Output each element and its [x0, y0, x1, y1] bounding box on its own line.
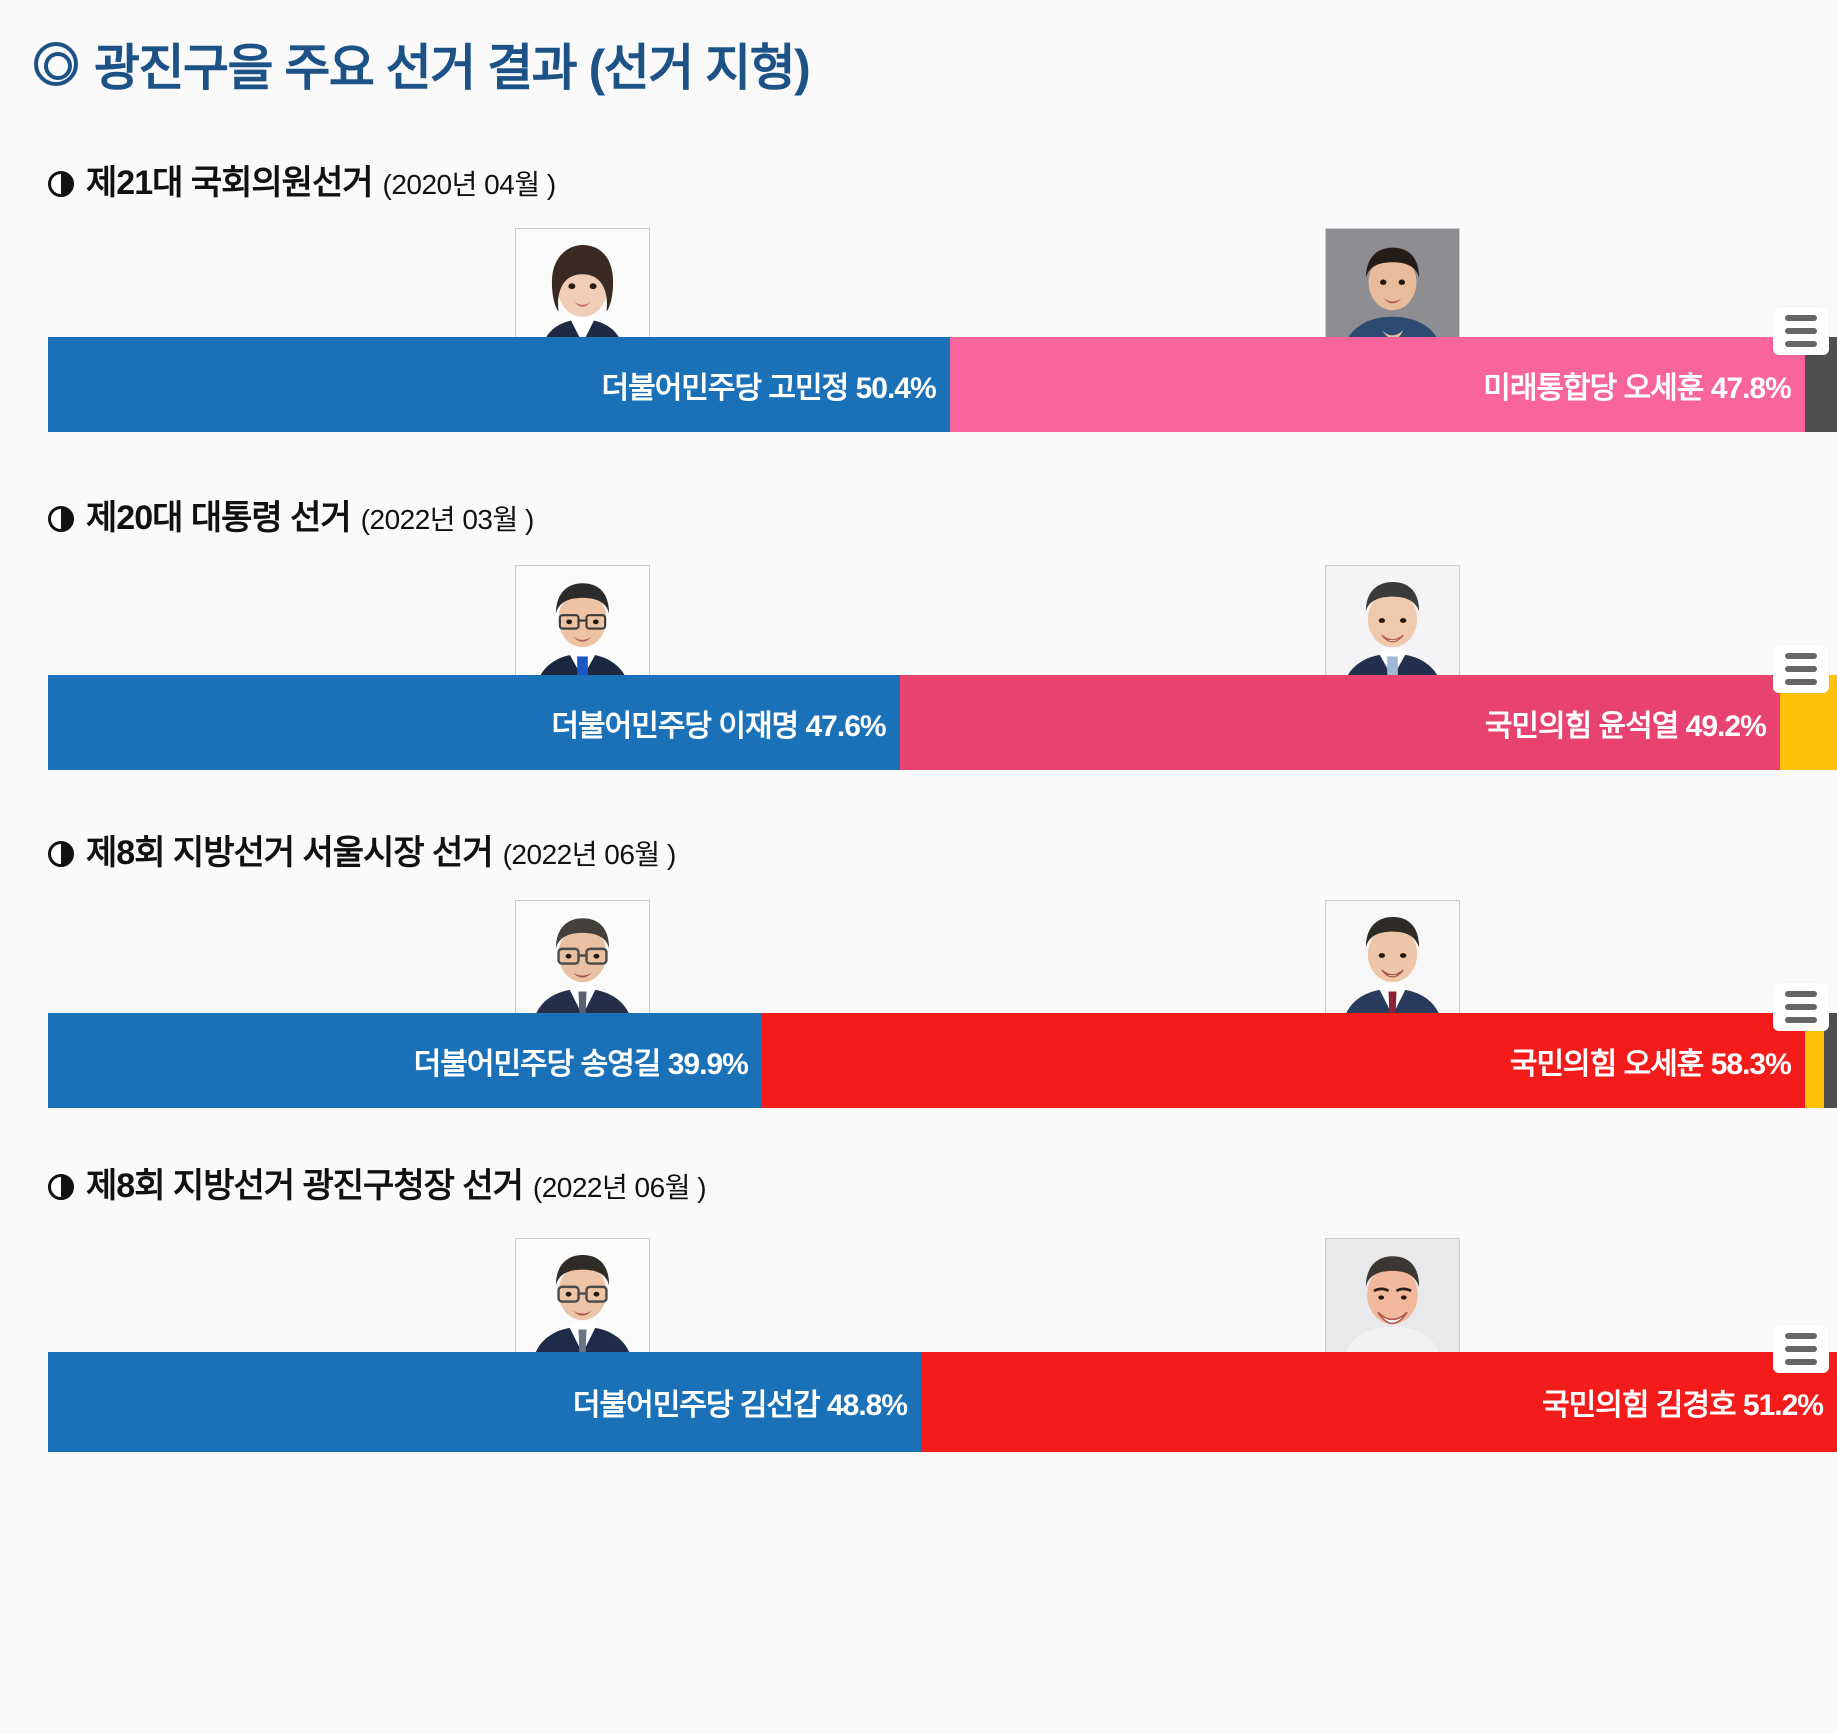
block-header: 제8회 지방선거 광진구청장 선거 (2022년 06월 ) [48, 1158, 707, 1207]
page-title: 광진구을 주요 선거 결과 (선거 지형) [34, 28, 811, 100]
half-circle-icon [48, 506, 74, 532]
bar-row-seoul-mayor: 더불어민주당 송영길 39.9% 국민의힘 오세훈 58.3% [48, 1013, 1837, 1108]
block-header: 제8회 지방선거 서울시장 선거 (2022년 06월 ) [48, 825, 676, 874]
candidate-photo-kim-kyung-ho [1325, 1238, 1460, 1373]
bar-row-gwangjin-mayor: 더불어민주당 김선갑 48.8% 국민의힘 김경호 51.2% [48, 1352, 1837, 1452]
bar-segment-future-united[interactable]: 미래통합당 오세훈 47.8% [949, 337, 1805, 432]
half-circle-icon [48, 171, 74, 197]
bar-segment-other-2[interactable] [1824, 1013, 1837, 1108]
bar-segment-democratic[interactable]: 더불어민주당 고민정 50.4% [48, 337, 950, 432]
menu-bar [1785, 1017, 1817, 1023]
block-title: 제20대 대통령 선거 [86, 499, 352, 537]
menu-bar [1785, 679, 1817, 685]
bar-segment-other[interactable] [1804, 1013, 1825, 1108]
half-circle-icon [48, 841, 74, 867]
bar-row-21st: 더불어민주당 고민정 50.4% 미래통합당 오세훈 47.8% [48, 337, 1837, 432]
bar-segment-democratic[interactable]: 더불어민주당 송영길 39.9% [48, 1013, 762, 1108]
menu-bar [1785, 1346, 1817, 1352]
block-date: (2022년 06월 ) [502, 839, 677, 870]
double-circle-icon [34, 42, 78, 86]
menu-bar [1785, 1004, 1817, 1010]
bar-segment-democratic[interactable]: 더불어민주당 이재명 47.6% [48, 675, 900, 770]
block-title: 제8회 지방선거 광진구청장 선거 [86, 1167, 524, 1205]
block-title: 제8회 지방선거 서울시장 선거 [86, 834, 494, 872]
block-date: (2022년 06월 ) [532, 1172, 707, 1203]
block-header: 제21대 국회의원선거 (2020년 04월 ) [48, 155, 556, 204]
hamburger-menu-icon[interactable] [1773, 983, 1829, 1031]
menu-bar [1785, 653, 1817, 659]
menu-bar [1785, 666, 1817, 672]
block-header: 제20대 대통령 선거 (2022년 03월 ) [48, 490, 534, 539]
half-circle-icon [48, 1174, 74, 1200]
menu-bar [1785, 991, 1817, 997]
hamburger-menu-icon[interactable] [1773, 645, 1829, 693]
bar-segment-democratic[interactable]: 더불어민주당 김선갑 48.8% [48, 1352, 922, 1452]
bar-segment-ppp[interactable]: 국민의힘 윤석열 49.2% [899, 675, 1780, 770]
block-date: (2020년 04월 ) [382, 169, 557, 200]
menu-bar [1785, 341, 1817, 347]
menu-bar [1785, 328, 1817, 334]
bar-segment-ppp[interactable]: 국민의힘 김경호 51.2% [921, 1352, 1837, 1452]
block-date: (2022년 03월 ) [360, 504, 535, 535]
hamburger-menu-icon[interactable] [1773, 1325, 1829, 1373]
menu-bar [1785, 1359, 1817, 1365]
menu-bar [1785, 1333, 1817, 1339]
bar-segment-ppp[interactable]: 국민의힘 오세훈 58.3% [761, 1013, 1805, 1108]
menu-bar [1785, 315, 1817, 321]
page-title-text: 광진구을 주요 선거 결과 (선거 지형) [94, 40, 811, 96]
bar-row-20th-presidential: 더불어민주당 이재명 47.6% 국민의힘 윤석열 49.2% [48, 675, 1837, 770]
block-title: 제21대 국회의원선거 [86, 164, 374, 202]
hamburger-menu-icon[interactable] [1773, 307, 1829, 355]
candidate-photo-oh-se-hoon-2 [1325, 900, 1460, 1035]
